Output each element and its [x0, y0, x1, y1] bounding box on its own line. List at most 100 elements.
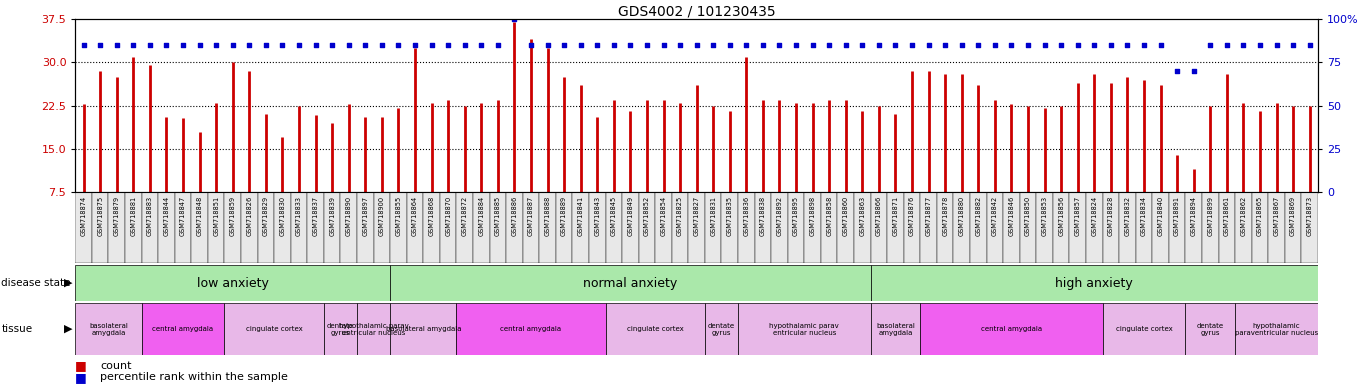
Point: [1166, 68, 1188, 74]
Text: GSM718890: GSM718890: [345, 195, 352, 236]
Point: [769, 42, 790, 48]
Bar: [870, 192, 888, 263]
Point: [521, 42, 543, 48]
Text: GSM718877: GSM718877: [926, 195, 932, 236]
Text: GSM718874: GSM718874: [81, 195, 86, 236]
Bar: [738, 192, 755, 263]
Text: GSM718838: GSM718838: [760, 195, 766, 236]
Bar: [1185, 303, 1236, 355]
Text: GSM718853: GSM718853: [1041, 195, 1048, 236]
Bar: [655, 192, 671, 263]
Bar: [688, 192, 706, 263]
Bar: [921, 303, 1103, 355]
Text: GSM718837: GSM718837: [312, 195, 319, 236]
Point: [105, 42, 127, 48]
Text: high anxiety: high anxiety: [1055, 277, 1133, 290]
Text: central amygdala: central amygdala: [500, 326, 562, 332]
Text: GSM718848: GSM718848: [197, 195, 203, 236]
Text: GSM718854: GSM718854: [660, 195, 667, 236]
Bar: [1252, 192, 1269, 263]
Text: GSM718863: GSM718863: [859, 195, 866, 236]
Point: [851, 42, 873, 48]
Point: [934, 42, 956, 48]
Text: central amygdala: central amygdala: [981, 326, 1043, 332]
Bar: [589, 192, 606, 263]
Bar: [671, 192, 688, 263]
Point: [1182, 68, 1204, 74]
Bar: [1103, 303, 1185, 355]
Bar: [141, 192, 158, 263]
Text: basolateral amygdala: basolateral amygdala: [385, 326, 462, 332]
Text: GSM718875: GSM718875: [97, 195, 103, 236]
Text: GSM718883: GSM718883: [147, 195, 153, 236]
Text: GSM718873: GSM718873: [1307, 195, 1312, 236]
Text: GSM718842: GSM718842: [992, 195, 997, 236]
Bar: [158, 192, 175, 263]
Point: [1199, 42, 1221, 48]
Text: GSM718867: GSM718867: [1274, 195, 1280, 236]
Bar: [225, 192, 241, 263]
Bar: [821, 192, 837, 263]
Text: GSM718898: GSM718898: [810, 195, 815, 236]
Bar: [1302, 192, 1318, 263]
Text: dentate
gyrus: dentate gyrus: [1196, 323, 1223, 336]
Text: GSM718830: GSM718830: [279, 195, 285, 236]
Bar: [804, 192, 821, 263]
Bar: [473, 192, 489, 263]
Point: [967, 42, 989, 48]
Bar: [440, 192, 456, 263]
Text: ▶: ▶: [64, 278, 73, 288]
Bar: [390, 265, 870, 301]
Text: GSM718884: GSM718884: [478, 195, 484, 236]
Title: GDS4002 / 101230435: GDS4002 / 101230435: [618, 4, 775, 18]
Point: [619, 42, 641, 48]
Bar: [75, 192, 92, 263]
Bar: [1169, 192, 1185, 263]
Text: dentate
gyrus: dentate gyrus: [327, 323, 353, 336]
Point: [570, 42, 592, 48]
Bar: [606, 303, 706, 355]
Point: [1133, 42, 1155, 48]
Bar: [606, 192, 622, 263]
Bar: [340, 192, 358, 263]
Bar: [1136, 192, 1152, 263]
Point: [173, 42, 195, 48]
Text: GSM718835: GSM718835: [726, 195, 733, 236]
Point: [338, 42, 360, 48]
Text: GSM718866: GSM718866: [875, 195, 882, 236]
Text: GSM718894: GSM718894: [1191, 195, 1196, 236]
Text: GSM718851: GSM718851: [214, 195, 219, 236]
Point: [736, 42, 758, 48]
Point: [355, 42, 377, 48]
Point: [321, 42, 342, 48]
Point: [238, 42, 260, 48]
Text: GSM718864: GSM718864: [412, 195, 418, 236]
Text: GSM718862: GSM718862: [1240, 195, 1247, 236]
Bar: [1119, 192, 1136, 263]
Text: GSM718849: GSM718849: [627, 195, 633, 236]
Text: GSM718889: GSM718889: [562, 195, 567, 236]
Text: GSM718847: GSM718847: [179, 195, 186, 236]
Text: GSM718886: GSM718886: [511, 195, 518, 236]
Bar: [1054, 192, 1070, 263]
Bar: [954, 192, 970, 263]
Text: GSM718858: GSM718858: [826, 195, 832, 236]
Text: hypothalamic
paraventricular nucleus: hypothalamic paraventricular nucleus: [1234, 323, 1318, 336]
Point: [1000, 42, 1022, 48]
Point: [834, 42, 856, 48]
Text: GSM718869: GSM718869: [1291, 195, 1296, 236]
Bar: [175, 192, 192, 263]
Point: [503, 16, 525, 22]
Point: [1233, 42, 1255, 48]
Bar: [854, 192, 870, 263]
Point: [1282, 42, 1304, 48]
Text: central amygdala: central amygdala: [152, 326, 214, 332]
Point: [703, 42, 725, 48]
Point: [288, 42, 310, 48]
Text: GSM718882: GSM718882: [975, 195, 981, 236]
Bar: [771, 192, 788, 263]
Bar: [1236, 192, 1252, 263]
Text: GSM718829: GSM718829: [263, 195, 269, 236]
Point: [686, 42, 708, 48]
Text: ■: ■: [75, 371, 88, 384]
